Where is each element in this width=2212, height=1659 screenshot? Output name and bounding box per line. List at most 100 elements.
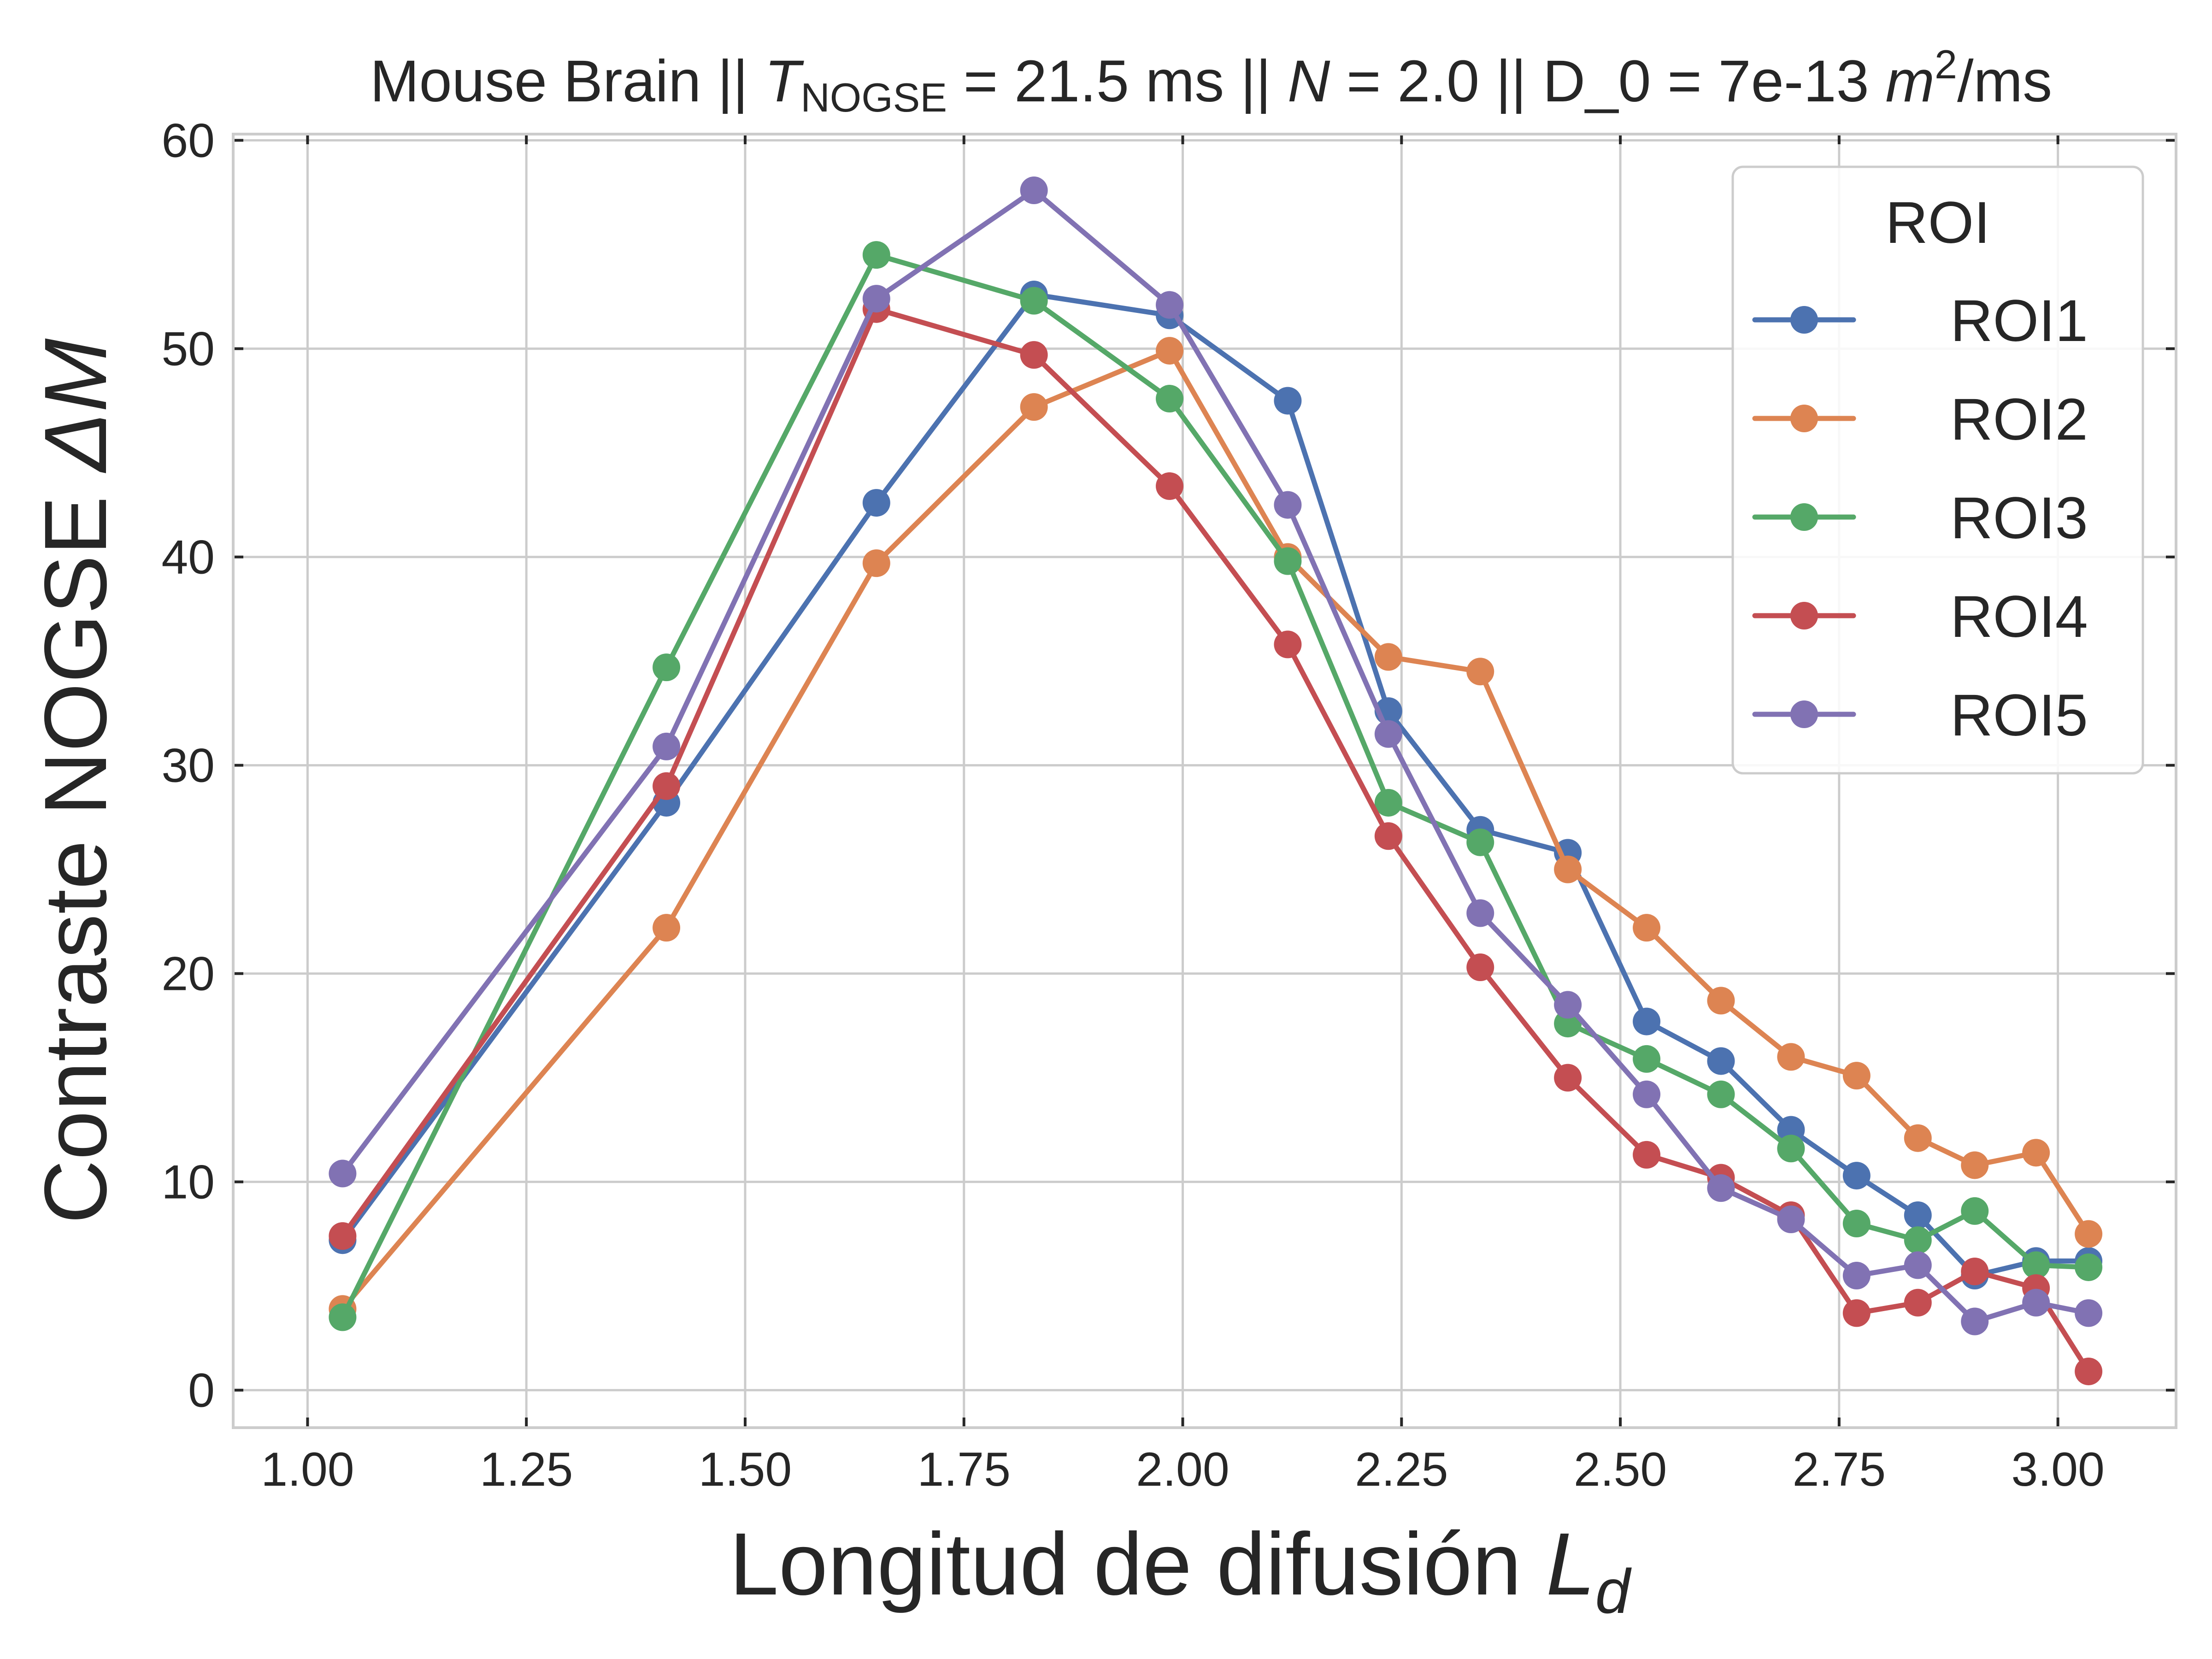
x-tick-label: 2.00 (1136, 1443, 1229, 1496)
data-point (1020, 287, 1048, 315)
data-point (1961, 1151, 1989, 1179)
data-point (1842, 1210, 1871, 1238)
data-point (1904, 1288, 1932, 1317)
data-point (1466, 899, 1494, 927)
y-tick-label: 0 (188, 1364, 215, 1418)
ticks: 1.00 1.25 1.50 1.75 2.00 2.25 2.50 2.75 3.00 0 10 2… (161, 114, 2176, 1496)
data-point (1842, 1299, 1871, 1327)
data-point (1020, 393, 1048, 421)
y-tick-label: 60 (161, 114, 215, 168)
data-point (1777, 1043, 1805, 1071)
y-tick-label: 40 (161, 531, 215, 584)
y-tick-label: 30 (161, 739, 215, 793)
data-point (1842, 1262, 1871, 1290)
data-point (329, 1222, 357, 1250)
chart-title: Mouse Brain || TNOGSE = 21.5 ms || N = 2… (370, 41, 2052, 120)
series-layer (329, 176, 2103, 1385)
data-point (1020, 341, 1048, 369)
data-point (862, 489, 890, 517)
legend-marker (1790, 700, 1818, 728)
plot-frame (232, 133, 2177, 1429)
data-point (1554, 855, 1582, 883)
x-tick-label: 1.00 (261, 1443, 354, 1496)
legend-entry-roi3: ROI3 (1752, 485, 2088, 551)
data-point (1374, 788, 1402, 817)
data-point (653, 772, 681, 800)
data-point (1842, 1162, 1871, 1190)
x-tick-label: 2.50 (1574, 1443, 1667, 1496)
data-point (329, 1303, 357, 1331)
data-point (862, 549, 890, 577)
legend-label: ROI5 (1950, 682, 2088, 748)
data-point (1374, 720, 1402, 748)
data-point (1707, 1047, 1735, 1075)
legend-entry-roi4: ROI4 (1752, 584, 2088, 650)
data-point (1904, 1201, 1932, 1229)
data-point (1274, 387, 1302, 415)
x-tick-label: 1.75 (918, 1443, 1011, 1496)
data-point (1777, 1205, 1805, 1233)
data-point (1633, 1080, 1661, 1108)
data-point (1904, 1251, 1932, 1279)
data-point (1707, 1080, 1735, 1108)
data-point (1274, 547, 1302, 575)
x-tick-label: 2.25 (1355, 1443, 1448, 1496)
data-point (1633, 1045, 1661, 1073)
data-point (1466, 828, 1494, 856)
legend-entry-roi1: ROI1 (1752, 288, 2088, 354)
x-axis-label: Longitud de difusión Ld (729, 1514, 1632, 1626)
data-point (1156, 385, 1184, 413)
legend-label: ROI4 (1950, 584, 2088, 650)
y-tick-label: 50 (161, 323, 215, 376)
data-point (1156, 472, 1184, 500)
data-point (1904, 1124, 1932, 1152)
legend-title: ROI (1885, 190, 1990, 256)
data-point (2022, 1251, 2050, 1279)
legend-entry-roi5: ROI5 (1752, 682, 2088, 748)
x-tick-label: 3.00 (2011, 1443, 2104, 1496)
data-point (1374, 643, 1402, 671)
data-point (653, 653, 681, 682)
x-tick-label: 2.75 (1793, 1443, 1886, 1496)
data-point (1274, 630, 1302, 659)
legend-entry-roi2: ROI2 (1752, 387, 2088, 453)
data-point (1961, 1197, 1989, 1225)
data-point (1842, 1062, 1871, 1090)
legend-marker (1790, 503, 1818, 531)
data-point (1777, 1135, 1805, 1163)
data-point (653, 732, 681, 760)
data-point (1156, 291, 1184, 319)
series-roi5 (329, 176, 2103, 1335)
data-point (1707, 987, 1735, 1015)
data-point (1961, 1307, 1989, 1335)
data-point (1466, 658, 1494, 686)
legend: ROI ROI1 ROI2 ROI3 ROI4 ROI5 (1731, 165, 2144, 775)
data-point (1707, 1174, 1735, 1202)
legend-marker (1790, 306, 1818, 334)
data-point (1274, 491, 1302, 519)
data-point (653, 914, 681, 942)
data-point (2075, 1220, 2103, 1248)
legend-label: ROI2 (1950, 387, 2088, 453)
data-point (2022, 1139, 2050, 1167)
legend-marker (1790, 405, 1818, 432)
data-point (862, 241, 890, 269)
data-point (1466, 953, 1494, 982)
data-point (1554, 991, 1582, 1019)
x-tick-label: 1.50 (699, 1443, 792, 1496)
data-point (1156, 337, 1184, 365)
data-point (1961, 1257, 1989, 1285)
y-axis-label: Contraste NOGSE ΔM (26, 338, 125, 1224)
legend-label: ROI1 (1950, 288, 2088, 354)
data-point (1904, 1226, 1932, 1254)
data-point (1633, 1007, 1661, 1035)
data-point (862, 285, 890, 313)
series-roi3 (329, 241, 2103, 1331)
legend-marker (1790, 602, 1818, 629)
data-point (2075, 1299, 2103, 1327)
data-point (1554, 1064, 1582, 1092)
data-point (1633, 1141, 1661, 1169)
x-tick-label: 1.25 (480, 1443, 573, 1496)
data-point (329, 1159, 357, 1188)
